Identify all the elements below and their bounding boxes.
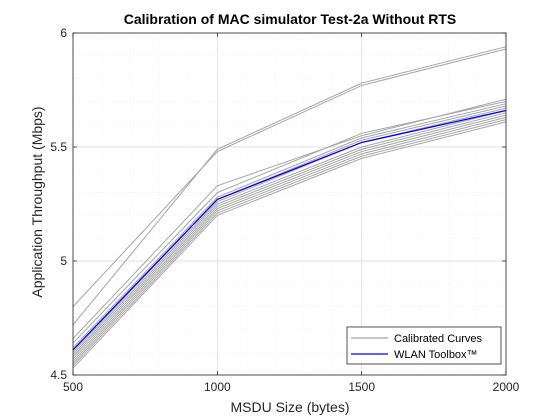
series-line-calibrated [72,116,507,364]
series-line-calibrated [72,46,507,326]
x-tick-label: 2000 [493,380,520,394]
series-line-calibrated [72,112,507,360]
series-line-calibrated [72,100,507,344]
series-lines [72,46,507,369]
y-tick-label: 5.5 [50,140,67,154]
axes-frame [72,32,507,376]
series-line-calibrated [72,110,507,358]
x-tick-label: 1000 [204,380,231,394]
x-axis-label: MSDU Size (bytes) [230,399,349,415]
series-line-calibrated [72,105,507,353]
y-tick-label: 6 [60,26,67,40]
legend-label-toolbox: WLAN Toolbox™ [394,349,478,361]
series-line-calibrated [72,103,507,348]
series-line-toolbox [72,109,507,351]
series-line-calibrated [72,119,507,367]
y-axis-label: Application Throughput (Mbps) [29,106,45,297]
x-tick-label: 1500 [348,380,375,394]
legend: Calibrated Curves WLAN Toolbox™ [346,326,502,365]
tick-labels: 500 1000 1500 2000 4.5 5 5.5 6 [50,26,519,394]
legend-box [346,326,502,365]
y-tick-label: 4.5 [50,368,67,382]
axes-box [72,32,507,376]
series-line-calibrated [72,107,507,355]
series-line-calibrated [72,114,507,362]
x-tick-label: 500 [63,380,83,394]
legend-label-calibrated: Calibrated Curves [394,333,483,345]
series-line-calibrated [72,121,507,369]
y-tick-label: 5 [60,254,67,268]
series-line-calibrated [72,48,507,307]
plot-area [73,33,506,375]
chart-title: Calibration of MAC simulator Test-2a Wit… [124,11,457,27]
